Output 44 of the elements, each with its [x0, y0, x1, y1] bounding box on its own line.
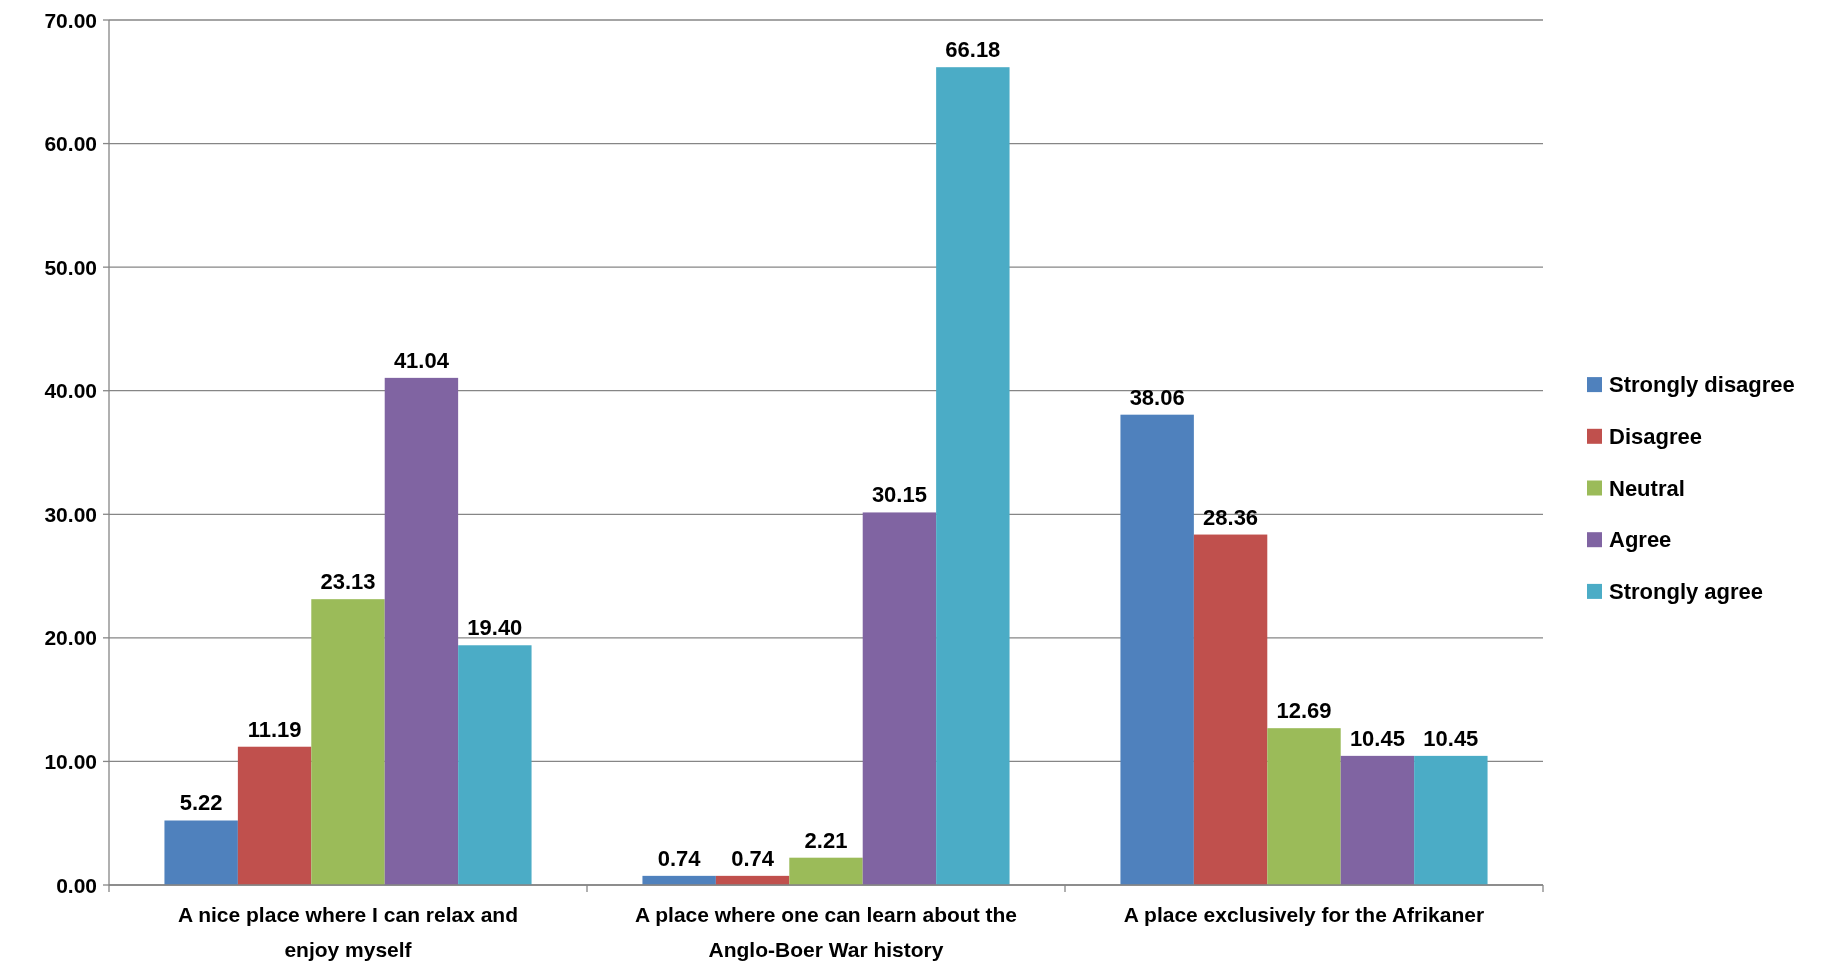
bar [458, 645, 532, 885]
data-label: 41.04 [393, 347, 450, 373]
x-tick-label: A nice place where I can relax and enjoy myself [177, 903, 519, 961]
bar [311, 599, 385, 885]
data-label: 5.22 [179, 790, 223, 816]
y-tick-label: 30.00 [44, 502, 97, 526]
y-tick-label: 60.00 [44, 132, 97, 156]
bar [1414, 755, 1488, 885]
bar [1120, 414, 1194, 885]
y-tick-label: 70.00 [44, 8, 97, 32]
x-tick-label: A place where one can learn about the Anglo-Boer War history [635, 903, 1017, 961]
x-tick-label: A place exclusively for the Afrikaner [1123, 903, 1485, 926]
data-label: 2.21 [804, 827, 848, 853]
bar [862, 512, 937, 885]
data-label: 28.36 [1203, 504, 1259, 530]
legend-label: Strongly agree [1609, 578, 1764, 604]
data-label: 12.69 [1276, 698, 1332, 724]
legend-label: Strongly disagree [1609, 372, 1795, 398]
y-tick-label: 10.00 [44, 749, 97, 773]
bar [1193, 534, 1268, 885]
bar [1340, 755, 1415, 885]
legend-label: Agree [1609, 527, 1672, 553]
data-label: 0.74 [731, 845, 775, 871]
bar [237, 746, 312, 885]
data-label: 10.45 [1349, 725, 1405, 751]
data-label: 30.15 [871, 482, 927, 508]
data-label: 0.74 [657, 845, 702, 871]
data-label: 10.45 [1423, 725, 1479, 751]
bar [936, 67, 1010, 885]
y-tick-label: 20.00 [44, 626, 97, 650]
bar [164, 820, 238, 885]
data-label: 38.06 [1129, 384, 1185, 410]
y-tick-label: 40.00 [44, 379, 97, 403]
data-label: 23.13 [320, 569, 376, 595]
legend-label: Disagree [1609, 423, 1702, 449]
legend-label: Neutral [1609, 475, 1685, 501]
data-label: 19.40 [467, 615, 523, 641]
bar [384, 377, 459, 885]
y-tick-label: 0.00 [56, 873, 97, 897]
bar [789, 857, 863, 885]
y-tick-label: 50.00 [44, 255, 97, 279]
data-label: 66.18 [945, 37, 1001, 63]
bar [1267, 728, 1341, 885]
data-label: 11.19 [247, 716, 302, 742]
